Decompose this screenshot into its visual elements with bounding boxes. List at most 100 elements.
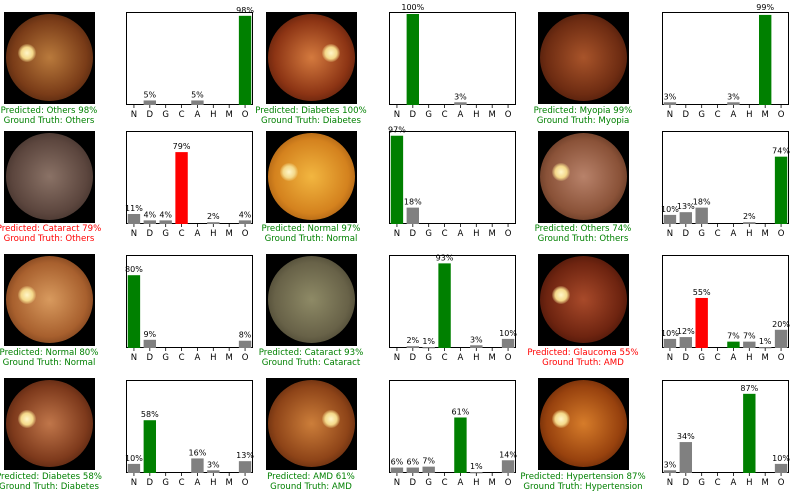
bar-m: [758, 14, 772, 105]
fundus-image: [538, 254, 629, 346]
x-tick-label: A: [458, 110, 464, 120]
ground-truth-label: Ground Truth: Hypertension: [523, 482, 643, 492]
x-tick-label: M: [762, 478, 769, 488]
chart-frame: [662, 131, 789, 224]
x-tick-label: D: [147, 478, 154, 488]
bar-h: [207, 470, 220, 473]
x-tick-label: G: [698, 110, 705, 120]
fundus-image: [538, 12, 629, 104]
predicted-label: Predicted: Glaucoma 55%: [527, 348, 639, 358]
x-tick-label: A: [731, 353, 737, 363]
x-tick-label: C: [179, 110, 185, 120]
optic-disc: [552, 410, 570, 428]
bar-value-label: 6%: [391, 458, 404, 467]
x-tick-label: H: [210, 478, 216, 488]
x-tick-label: O: [778, 478, 785, 488]
bar-d: [143, 100, 157, 105]
fundus-image: [4, 254, 95, 346]
x-tick-label: O: [778, 110, 785, 120]
bar-d: [406, 467, 420, 473]
bar-o: [774, 156, 788, 224]
x-tick-label: C: [442, 110, 448, 120]
bar-m: [758, 347, 772, 349]
bar-d: [679, 337, 693, 348]
x-tick-label: A: [195, 353, 201, 363]
bar-g: [422, 347, 435, 349]
x-tick-label: M: [762, 110, 769, 120]
predicted-label: Predicted: Myopia 99%: [533, 106, 633, 116]
x-tick-label: N: [394, 110, 400, 120]
x-tick-label: O: [242, 229, 249, 239]
x-tick-label: G: [162, 110, 169, 120]
x-tick-label: N: [131, 229, 137, 239]
x-tick-label: M: [226, 478, 233, 488]
bar-value-label: 58%: [141, 410, 159, 419]
x-tick-label: O: [242, 478, 249, 488]
bar-o: [774, 329, 788, 348]
bar-value-label: 34%: [677, 432, 695, 441]
x-tick-label: N: [131, 478, 137, 488]
bar-value-label: 20%: [772, 320, 790, 329]
bar-value-label: 10%: [499, 329, 517, 338]
x-tick-label: A: [195, 478, 201, 488]
probability-bar-chart: 3% N D G C 3% A H 99% M O: [662, 3, 789, 120]
x-tick-label: G: [162, 353, 169, 363]
bar-n: [663, 470, 677, 473]
bar-h: [743, 393, 756, 473]
predicted-label: Predicted: Others 98%: [0, 106, 98, 116]
bar-c: [438, 263, 451, 348]
bar-value-label: 3%: [664, 460, 677, 469]
bar-g: [695, 207, 708, 224]
x-tick-label: G: [425, 353, 432, 363]
fundus-image: [266, 254, 357, 346]
x-tick-label: A: [458, 478, 464, 488]
ground-truth-label: Ground Truth: Cataract: [261, 358, 361, 368]
bar-n: [663, 338, 677, 348]
prediction-caption: Predicted: Hypertension 87% Ground Truth:…: [508, 472, 658, 492]
bar-d: [406, 14, 420, 105]
fundus-image: [538, 378, 629, 470]
bar-value-label: 18%: [404, 198, 422, 207]
ground-truth-label: Ground Truth: Others: [537, 234, 629, 244]
optic-disc: [280, 163, 298, 181]
optic-disc: [18, 410, 36, 428]
bar-o: [501, 460, 515, 473]
bar-a: [191, 100, 204, 105]
bar-g: [159, 220, 172, 224]
bar-value-label: 16%: [189, 448, 207, 457]
x-tick-label: D: [683, 478, 690, 488]
x-tick-label: C: [179, 353, 185, 363]
x-tick-label: N: [667, 353, 673, 363]
bar-value-label: 10%: [125, 454, 143, 463]
x-tick-label: G: [162, 229, 169, 239]
x-tick-label: H: [473, 110, 479, 120]
x-tick-label: O: [242, 110, 249, 120]
x-tick-label: G: [425, 110, 432, 120]
x-tick-label: A: [731, 110, 737, 120]
x-tick-label: O: [505, 353, 512, 363]
x-tick-label: C: [715, 229, 721, 239]
bar-o: [238, 220, 252, 224]
fundus-image: [4, 378, 95, 470]
probability-bar-chart: 10% N 13% D 18% G C A 2% H M 74% O: [661, 131, 790, 239]
ground-truth-label: Ground Truth: Normal: [2, 358, 96, 368]
x-tick-label: D: [147, 110, 154, 120]
x-tick-label: D: [410, 110, 417, 120]
bar-g: [695, 297, 708, 348]
x-tick-label: D: [683, 353, 690, 363]
optic-disc: [322, 410, 340, 428]
fundus-image: [4, 12, 95, 104]
x-tick-label: D: [147, 229, 154, 239]
chart-frame: [662, 380, 789, 473]
bar-value-label: 2%: [743, 212, 756, 221]
bar-value-label: 61%: [452, 407, 470, 416]
x-tick-label: G: [698, 353, 705, 363]
bar-value-label: 97%: [388, 126, 406, 135]
bar-value-label: 14%: [499, 450, 517, 459]
ground-truth-label: Ground Truth: Diabetes: [0, 482, 99, 492]
bar-value-label: 18%: [693, 198, 711, 207]
bar-value-label: 5%: [191, 90, 204, 99]
predicted-label: Predicted: Diabetes 100%: [255, 106, 367, 116]
x-tick-label: O: [778, 229, 785, 239]
bar-d: [143, 220, 157, 224]
